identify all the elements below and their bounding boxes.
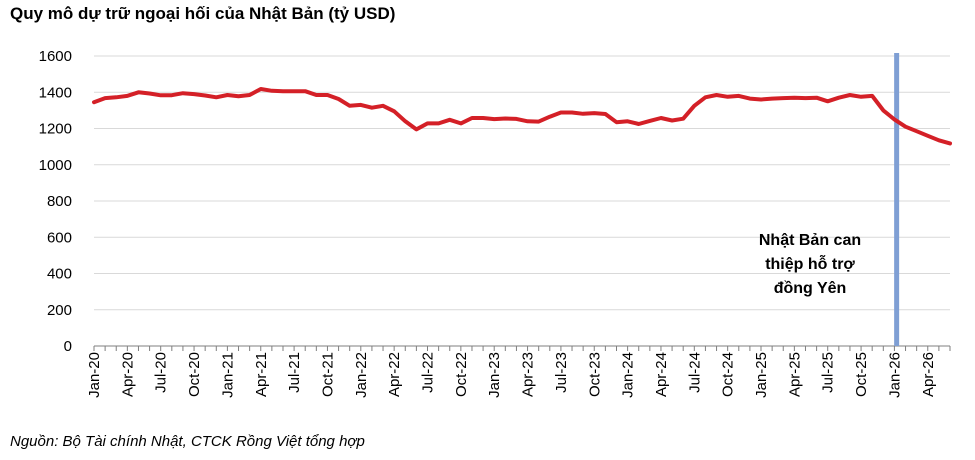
x-tick-label: Jul-22 bbox=[420, 352, 437, 393]
x-tick-label: Jul-20 bbox=[153, 352, 170, 393]
x-tick-label: Apr-25 bbox=[786, 352, 803, 397]
x-tick-label: Oct-21 bbox=[319, 352, 336, 397]
x-tick-label: Jan-24 bbox=[620, 352, 637, 398]
y-tick-label: 0 bbox=[64, 338, 72, 355]
x-tick-label: Apr-26 bbox=[920, 352, 937, 397]
x-tick-label: Jul-25 bbox=[820, 352, 837, 393]
x-tick-label: Jul-23 bbox=[553, 352, 570, 393]
x-tick-label: Apr-22 bbox=[386, 352, 403, 397]
x-tick-label: Apr-23 bbox=[520, 352, 537, 397]
y-tick-label: 1600 bbox=[39, 48, 72, 65]
x-tick-label: Apr-21 bbox=[253, 352, 270, 397]
y-tick-label: 800 bbox=[47, 193, 72, 210]
x-tick-label: Oct-24 bbox=[720, 352, 737, 397]
x-tick-label: Jan-23 bbox=[486, 352, 503, 398]
x-tick-label: Jan-21 bbox=[219, 352, 236, 398]
x-tick-label: Jan-22 bbox=[353, 352, 370, 398]
y-tick-label: 1400 bbox=[39, 84, 72, 101]
x-tick-label: Jan-20 bbox=[86, 352, 103, 398]
x-tick-label: Apr-24 bbox=[653, 352, 670, 397]
x-tick-label: Oct-22 bbox=[453, 352, 470, 397]
x-tick-label: Jul-24 bbox=[686, 352, 703, 393]
x-tick-label: Jan-26 bbox=[886, 352, 903, 398]
x-tick-label: Oct-25 bbox=[853, 352, 870, 397]
source-note: Nguồn: Bộ Tài chính Nhật, CTCK Rồng Việt… bbox=[10, 433, 365, 450]
annotation-text: Nhật Bản can bbox=[759, 232, 861, 249]
x-tick-label: Jan-25 bbox=[753, 352, 770, 398]
series-line bbox=[92, 87, 952, 146]
x-tick-label: Oct-20 bbox=[186, 352, 203, 397]
y-tick-label: 1200 bbox=[39, 121, 72, 138]
x-tick-label: Jul-21 bbox=[286, 352, 303, 393]
chart-title: Quy mô dự trữ ngoại hối của Nhật Bản (tỷ… bbox=[10, 4, 396, 23]
y-tick-label: 400 bbox=[47, 266, 72, 283]
y-tick-label: 200 bbox=[47, 302, 72, 319]
y-tick-label: 1000 bbox=[39, 157, 72, 174]
annotation-text: đồng Yên bbox=[774, 280, 847, 297]
x-tick-label: Oct-23 bbox=[586, 352, 603, 397]
y-tick-label: 600 bbox=[47, 229, 72, 246]
x-tick-label: Apr-20 bbox=[119, 352, 136, 397]
annotation-text: thiệp hỗ trợ bbox=[765, 254, 855, 273]
